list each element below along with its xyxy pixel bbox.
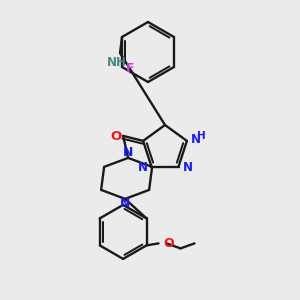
Text: O: O bbox=[164, 237, 174, 250]
Text: N: N bbox=[182, 161, 193, 174]
Text: O: O bbox=[110, 130, 122, 143]
Text: N: N bbox=[191, 134, 201, 146]
Text: N: N bbox=[123, 146, 133, 159]
Text: N: N bbox=[137, 161, 148, 174]
Text: H: H bbox=[197, 131, 206, 141]
Text: N: N bbox=[120, 197, 130, 210]
Text: F: F bbox=[126, 61, 134, 74]
Text: NH: NH bbox=[107, 56, 127, 69]
